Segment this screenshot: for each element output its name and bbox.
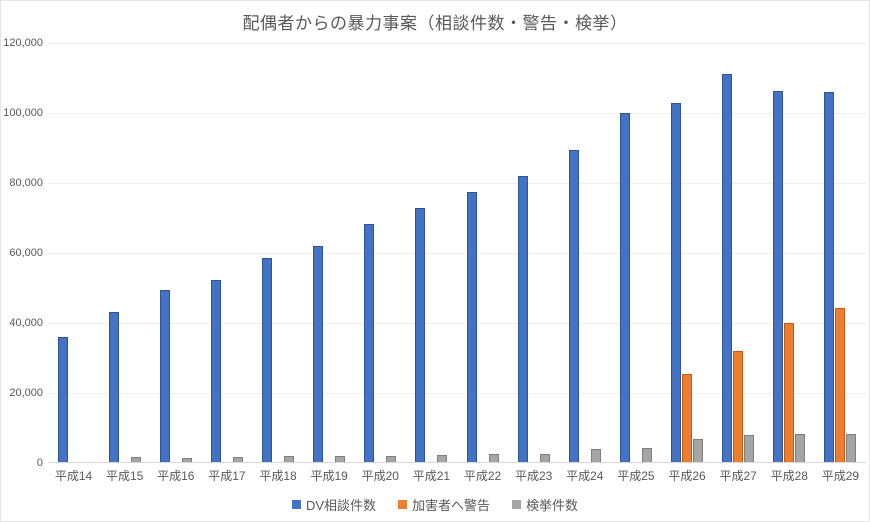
x-axis-tick-label: 平成28 xyxy=(770,469,808,483)
bar-group xyxy=(253,43,304,463)
bar xyxy=(539,454,550,463)
bar xyxy=(108,312,119,463)
bar xyxy=(488,454,499,463)
legend-item: DV相談件数 xyxy=(291,495,377,514)
bar xyxy=(795,434,806,463)
bar xyxy=(210,280,221,463)
bar-group xyxy=(457,43,508,463)
x-axis-tick-label: 平成27 xyxy=(719,469,757,483)
bar xyxy=(824,92,835,463)
bar-group xyxy=(48,43,99,463)
bar xyxy=(641,448,652,463)
bar xyxy=(744,435,755,463)
bar-group xyxy=(559,43,610,463)
chart-title: 配偶者からの暴力事案（相談件数・警告・検挙） xyxy=(242,14,628,33)
bar xyxy=(335,456,346,463)
y-axis-tick-label: 100,000 xyxy=(3,107,43,119)
bar xyxy=(835,308,846,463)
bar xyxy=(619,113,630,463)
x-axis-tick-label: 平成15 xyxy=(106,469,144,483)
x-axis: 平成14 平成15 平成16 平成17 平成18 平成19 平成20 平成21 平成22 平成23… xyxy=(48,467,866,484)
legend-label: 加害者へ警告 xyxy=(412,498,491,513)
bar-group xyxy=(201,43,252,463)
legend-label: 検挙件数 xyxy=(526,498,579,513)
legend: DV相談件数 加害者へ警告 検挙件数 xyxy=(1,495,869,514)
x-axis-tick-label: 平成29 xyxy=(821,469,860,483)
legend-item: 加害者へ警告 xyxy=(398,495,490,514)
bar xyxy=(262,258,273,463)
bar-groups xyxy=(48,43,866,463)
bar xyxy=(232,457,243,463)
bar xyxy=(671,103,682,463)
bar xyxy=(568,150,579,463)
x-axis-tick-label: 平成18 xyxy=(259,469,297,483)
bar xyxy=(284,456,295,463)
x-axis-tick-label: 平成16 xyxy=(157,469,195,483)
bar xyxy=(57,337,68,463)
x-axis-tick-label: 平成23 xyxy=(515,469,553,483)
x-axis-tick-label: 平成17 xyxy=(208,469,246,483)
bar xyxy=(437,455,448,463)
y-axis: 0 20,000 40,000 60,000 80,000 100,000 120,000 xyxy=(1,37,43,469)
bar xyxy=(733,351,744,463)
bar-group xyxy=(815,43,866,463)
bar xyxy=(130,457,141,463)
bar-group xyxy=(99,43,150,463)
bar xyxy=(364,224,375,463)
legend-label: DV相談件数 xyxy=(305,498,377,513)
x-axis-tick-label: 平成25 xyxy=(617,469,655,483)
gridline xyxy=(48,113,866,114)
bar xyxy=(313,246,324,463)
bar xyxy=(682,374,693,463)
bar xyxy=(159,290,170,463)
bar xyxy=(590,449,601,463)
bar xyxy=(181,458,192,463)
bar-group xyxy=(662,43,713,463)
bar-group xyxy=(508,43,559,463)
y-axis-tick-label: 60,000 xyxy=(9,247,43,259)
y-axis-tick-label: 0 xyxy=(36,457,43,469)
x-axis-tick-label: 平成22 xyxy=(463,469,502,483)
legend-swatch-icon xyxy=(512,500,522,509)
legend-item: 検挙件数 xyxy=(512,495,578,514)
gridline xyxy=(48,393,866,394)
gridline xyxy=(48,253,866,254)
gridline xyxy=(48,323,866,324)
bar-group xyxy=(304,43,355,463)
y-axis-tick-label: 120,000 xyxy=(3,37,43,49)
bar xyxy=(415,208,426,463)
legend-swatch-icon xyxy=(398,500,408,509)
bar-group xyxy=(150,43,201,463)
y-axis-tick-label: 40,000 xyxy=(9,317,43,329)
bar-group xyxy=(713,43,764,463)
bar xyxy=(386,456,397,463)
y-axis-tick-label: 80,000 xyxy=(9,177,43,189)
bar xyxy=(722,74,733,463)
gridline xyxy=(48,43,866,44)
plot-area xyxy=(48,43,866,463)
bar xyxy=(846,434,857,463)
bar-group xyxy=(610,43,661,463)
bar-group xyxy=(406,43,457,463)
bar xyxy=(784,323,795,463)
x-axis-tick-label: 平成20 xyxy=(361,469,399,483)
x-axis-line xyxy=(48,462,866,463)
x-axis-tick-label: 平成26 xyxy=(668,469,706,483)
bar xyxy=(517,176,528,463)
legend-swatch-icon xyxy=(291,500,301,509)
y-axis-tick-label: 20,000 xyxy=(9,387,43,399)
x-axis-tick-label: 平成24 xyxy=(566,469,604,483)
bar-group xyxy=(764,43,815,463)
x-axis-tick-label: 平成14 xyxy=(54,469,93,483)
x-axis-tick-label: 平成21 xyxy=(412,469,451,483)
bar xyxy=(693,439,704,463)
bar-group xyxy=(355,43,406,463)
bar xyxy=(466,192,477,463)
x-axis-tick-label: 平成19 xyxy=(310,469,348,483)
gridline xyxy=(48,183,866,184)
bar xyxy=(773,91,784,463)
